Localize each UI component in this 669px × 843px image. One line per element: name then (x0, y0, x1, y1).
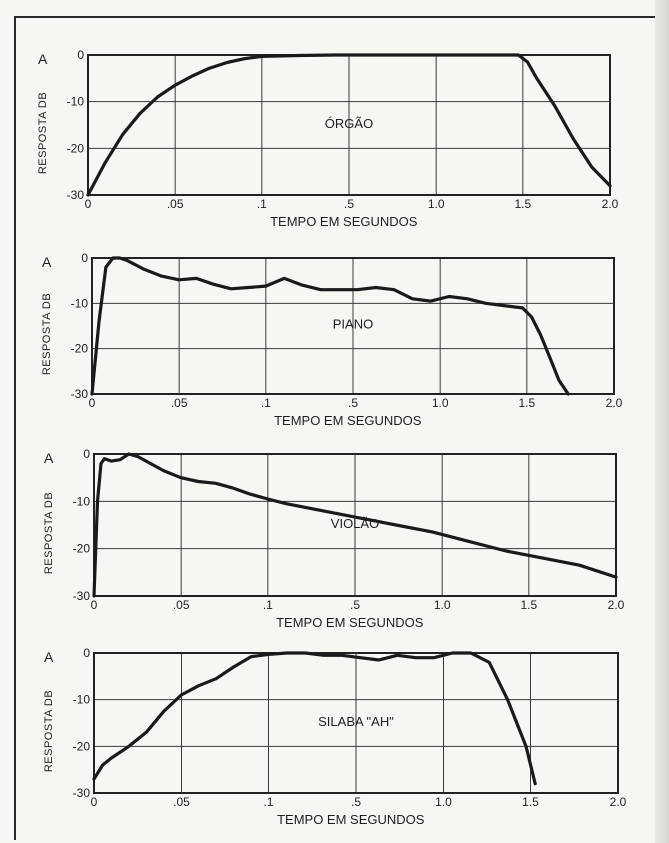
plot-frame (93, 453, 617, 597)
x-tick-label: 1.5 (520, 598, 537, 612)
x-tick-label: .05 (171, 396, 188, 410)
corner-label: A (42, 254, 52, 270)
chart-panel-4: 0 .05 .1 .5 1.0 1.5 2.0 0 -10 -20 -30 A RESPOSTA DB T… (43, 646, 627, 827)
y-tick-label: 0 (83, 447, 90, 461)
x-tick-label: .1 (263, 795, 273, 809)
x-tick-label: .1 (263, 598, 273, 612)
y-tick-label: -20 (67, 141, 85, 155)
y-axis-label: RESPOSTA DB (43, 690, 55, 772)
y-tick-label: -30 (67, 188, 85, 202)
chart-panel-3: 0 .05 .1 .5 1.0 1.5 2.0 0 -10 -20 -30 A RESPOSTA DB T… (43, 447, 625, 630)
x-tick-label: 0 (85, 197, 92, 211)
series-line (92, 452, 618, 598)
series-line (92, 651, 537, 786)
plot-frame (91, 257, 615, 395)
x-tick-label: .5 (351, 795, 361, 809)
x-tick-label: 0 (91, 795, 98, 809)
x-axis-label: TEMPO EM SEGUNDOS (276, 615, 424, 630)
x-tick-label: 2.0 (608, 598, 625, 612)
y-tick-label: -10 (73, 494, 91, 508)
x-tick-label: 1.5 (514, 197, 531, 211)
y-tick-label: -20 (73, 542, 91, 556)
y-tick-label: -10 (67, 95, 85, 109)
x-axis-label: TEMPO EM SEGUNDOS (270, 214, 418, 229)
x-tick-label: 1.0 (432, 396, 449, 410)
scan-edge (655, 0, 669, 843)
corner-label: A (44, 450, 54, 466)
x-axis-label: TEMPO EM SEGUNDOS (277, 812, 425, 827)
x-tick-label: 2.0 (610, 795, 627, 809)
corner-label: A (44, 649, 54, 665)
x-tick-label: .1 (257, 197, 267, 211)
y-axis-label: RESPOSTA DB (37, 92, 49, 174)
x-tick-label: 2.0 (606, 396, 623, 410)
x-tick-label: .05 (173, 795, 190, 809)
y-tick-label: 0 (83, 646, 90, 660)
series-line (90, 256, 570, 396)
x-tick-label: .5 (350, 598, 360, 612)
x-tick-label: 1.5 (522, 795, 539, 809)
x-tick-label: 1.0 (428, 197, 445, 211)
chart-title: ÓRGÃO (325, 116, 373, 131)
chart-panel-2: 0 .05 .1 .5 1.0 1.5 2.0 0 -10 -20 -30 A RESPOSTA DB T… (41, 251, 623, 428)
x-tick-label: 1.0 (434, 598, 451, 612)
x-tick-label: 0 (89, 396, 96, 410)
chart-title: SILABA "AH" (318, 714, 394, 729)
x-tick-label: 1.5 (518, 396, 535, 410)
x-tick-label: .05 (173, 598, 190, 612)
x-tick-label: 2.0 (602, 197, 619, 211)
x-tick-label: 1.0 (435, 795, 452, 809)
x-axis-label: TEMPO EM SEGUNDOS (274, 413, 422, 428)
y-tick-label: -10 (73, 693, 91, 707)
y-tick-label: -10 (71, 296, 89, 310)
y-tick-label: -20 (71, 342, 89, 356)
y-tick-label: -30 (73, 589, 91, 603)
chart-panel-1: 0 .05 .1 .5 1.0 1.5 2.0 0 -10 -20 -30 A RESPOSTA DB T… (37, 48, 619, 229)
series-line (86, 53, 612, 197)
y-axis-label: RESPOSTA DB (41, 293, 53, 375)
y-tick-label: 0 (77, 48, 84, 62)
plot-frame (93, 652, 619, 794)
figure-frame (14, 16, 666, 840)
y-tick-label: -30 (73, 786, 91, 800)
x-tick-label: 0 (91, 598, 98, 612)
x-tick-label: .5 (344, 197, 354, 211)
y-axis-label: RESPOSTA DB (43, 492, 55, 574)
x-tick-label: .1 (261, 396, 271, 410)
x-tick-label: .05 (167, 197, 184, 211)
y-tick-label: 0 (81, 251, 88, 265)
x-tick-label: .5 (348, 396, 358, 410)
chart-title: PIANO (333, 317, 373, 332)
corner-label: A (38, 51, 48, 67)
chart-title: VIOLÃO (331, 516, 379, 531)
y-tick-label: -30 (71, 387, 89, 401)
y-tick-label: -20 (73, 739, 91, 753)
